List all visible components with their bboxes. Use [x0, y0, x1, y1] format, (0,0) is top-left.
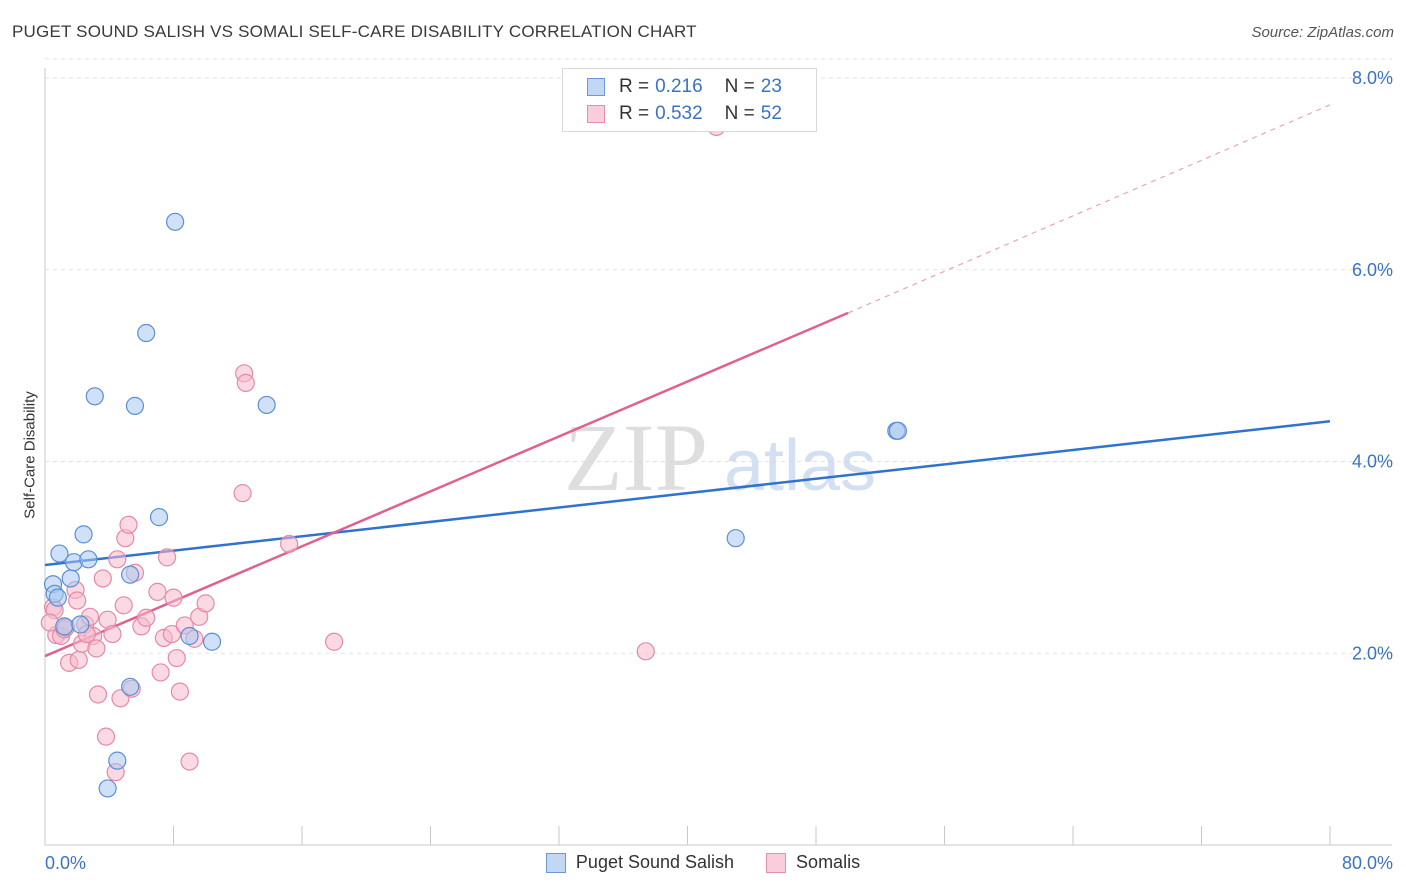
point-salish	[61, 569, 80, 588]
watermark-zip: ZIP	[564, 404, 708, 511]
n-value: 23	[760, 76, 782, 97]
stats-legend: R = 0.216 N = 23 R = 0.532 N = 52	[562, 68, 817, 132]
point-somalis	[103, 624, 122, 644]
point-somalis	[164, 588, 183, 607]
watermark: ZIP atlas	[564, 404, 876, 511]
point-salish	[98, 779, 117, 798]
legend-item-somalis: Somalis	[766, 852, 860, 873]
point-somalis	[96, 727, 116, 746]
r-value: 0.216	[655, 76, 703, 97]
axes	[44, 68, 1392, 846]
point-somalis	[148, 582, 167, 601]
point-salish	[257, 395, 276, 415]
point-somalis	[280, 534, 299, 554]
r-label: R =	[619, 103, 650, 124]
source-label: Source: ZipAtlas.com	[1251, 24, 1394, 41]
y-tick-label: 6.0%	[1352, 260, 1393, 280]
legend-label-salish: Puget Sound Salish	[575, 852, 735, 872]
point-salish	[79, 550, 98, 569]
point-salish	[202, 632, 222, 651]
point-salish	[125, 396, 145, 415]
point-salish	[180, 626, 199, 646]
point-somalis	[119, 515, 138, 534]
legend-row-salish: R = 0.216 N = 23	[587, 75, 782, 99]
point-salish	[166, 212, 185, 231]
point-salish	[85, 387, 104, 406]
chart-title: PUGET SOUND SALISH VS SOMALI SELF-CARE D…	[12, 22, 697, 41]
point-somalis	[157, 548, 177, 567]
point-somalis	[162, 624, 181, 644]
point-somalis	[233, 484, 252, 503]
point-salish	[48, 588, 67, 607]
trendline-somalis-extension	[847, 104, 1331, 314]
y-tick-label: 4.0%	[1352, 452, 1393, 472]
n-label: N =	[724, 103, 755, 124]
point-salish	[74, 525, 93, 544]
point-somalis	[170, 682, 190, 701]
tick-labels: 2.0% 4.0% 6.0% 8.0% 0.0% 80.0%	[45, 68, 1393, 873]
point-somalis	[151, 663, 170, 682]
y-tick-label: 8.0%	[1352, 68, 1393, 88]
point-salish	[137, 323, 156, 343]
point-somalis	[87, 639, 106, 658]
point-salish	[55, 617, 74, 636]
point-somalis	[114, 596, 133, 615]
r-value: 0.532	[655, 103, 703, 124]
legend-label-somalis: Somalis	[796, 852, 861, 872]
legend-item-salish: Puget Sound Salish	[545, 852, 735, 873]
point-somalis	[69, 650, 88, 670]
point-somalis	[93, 569, 112, 588]
legend-swatch-pink	[587, 105, 605, 123]
data-points	[40, 117, 908, 798]
point-somalis	[236, 373, 255, 392]
point-somalis	[196, 594, 215, 613]
point-somalis	[180, 752, 199, 771]
point-somalis	[167, 648, 186, 668]
point-salish	[50, 544, 69, 563]
watermark-atlas: atlas	[724, 426, 876, 506]
point-salish	[71, 615, 90, 634]
y-tick-label: 2.0%	[1352, 643, 1393, 663]
trendline-salish	[44, 419, 1331, 567]
legend-row-somalis: R = 0.532 N = 52	[587, 102, 782, 126]
series-legend: Puget Sound Salish Somalis	[0, 852, 1406, 873]
n-value: 52	[760, 103, 782, 124]
grid-lines	[45, 58, 1392, 654]
point-somalis	[108, 550, 127, 569]
legend-swatch-blue	[545, 852, 566, 873]
legend-swatch-pink	[766, 852, 787, 873]
point-somalis	[325, 632, 344, 651]
point-somalis	[68, 591, 87, 610]
point-salish	[121, 565, 140, 584]
x-tick-label: 0.0%	[45, 853, 86, 873]
point-salish	[121, 677, 140, 696]
n-label: N =	[724, 76, 755, 97]
x-tick-label: 80.0%	[1342, 853, 1393, 873]
point-salish	[888, 421, 908, 440]
point-salish	[149, 508, 169, 527]
point-somalis	[88, 685, 108, 704]
legend-swatch-blue	[587, 78, 605, 96]
point-salish	[108, 751, 127, 770]
point-salish	[726, 529, 745, 548]
r-label: R =	[619, 76, 650, 97]
point-somalis	[137, 608, 156, 627]
point-somalis	[636, 642, 655, 661]
